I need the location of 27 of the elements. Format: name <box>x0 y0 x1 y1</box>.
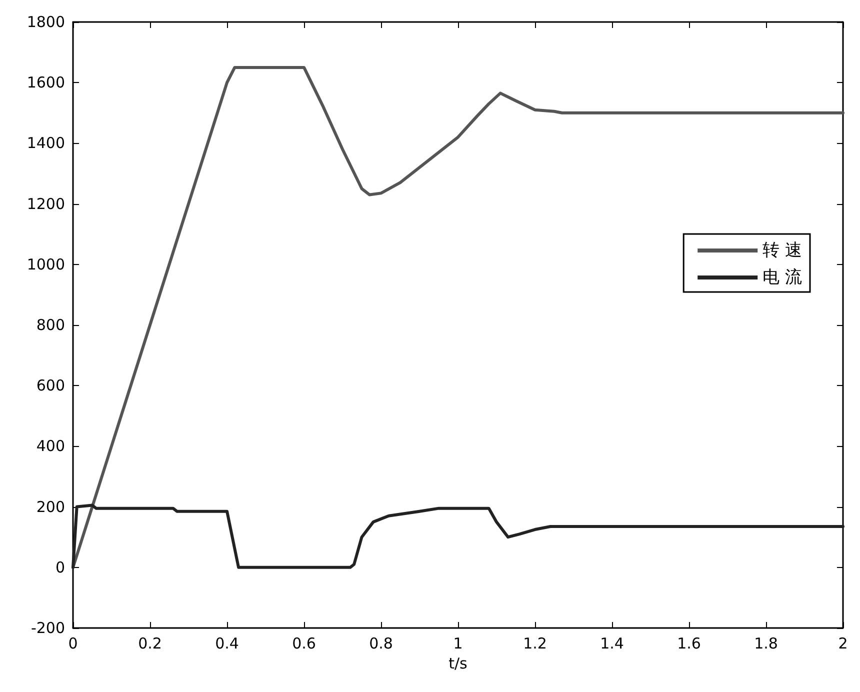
x-tick-label: 2 <box>838 634 848 652</box>
line-series <box>72 504 844 569</box>
x-tick-label: 0.8 <box>369 634 393 652</box>
legend-label: 电 流 <box>762 268 802 288</box>
line-series <box>72 66 844 569</box>
x-tick-label: 0.2 <box>138 634 162 652</box>
y-tick-label: 200 <box>36 498 65 516</box>
x-tick-label: 0 <box>68 634 78 652</box>
x-tick-label: 1.4 <box>600 634 624 652</box>
x-tick-label: 1 <box>453 634 463 652</box>
x-tick-label: 1.2 <box>523 634 547 652</box>
y-tick-label: 400 <box>36 437 65 456</box>
y-tick-label: 1600 <box>26 74 65 92</box>
y-tick-label: 600 <box>36 376 65 395</box>
y-tick-label: 1400 <box>26 134 65 152</box>
legend-label: 转 速 <box>762 240 802 260</box>
x-tick-label: 1.8 <box>754 634 778 652</box>
y-tick-label: 1200 <box>26 194 65 213</box>
y-tick-label: -200 <box>30 619 65 637</box>
x-tick-label: 1.6 <box>677 634 701 652</box>
y-tick-label: 1800 <box>26 13 65 31</box>
x-axis-title: t/s <box>448 654 468 672</box>
y-tick-label: 800 <box>36 316 65 334</box>
y-tick-label: 0 <box>55 558 65 576</box>
x-tick-label: 0.6 <box>292 634 316 652</box>
x-tick-label: 0.4 <box>215 634 239 652</box>
y-tick-label: 1000 <box>26 255 65 274</box>
